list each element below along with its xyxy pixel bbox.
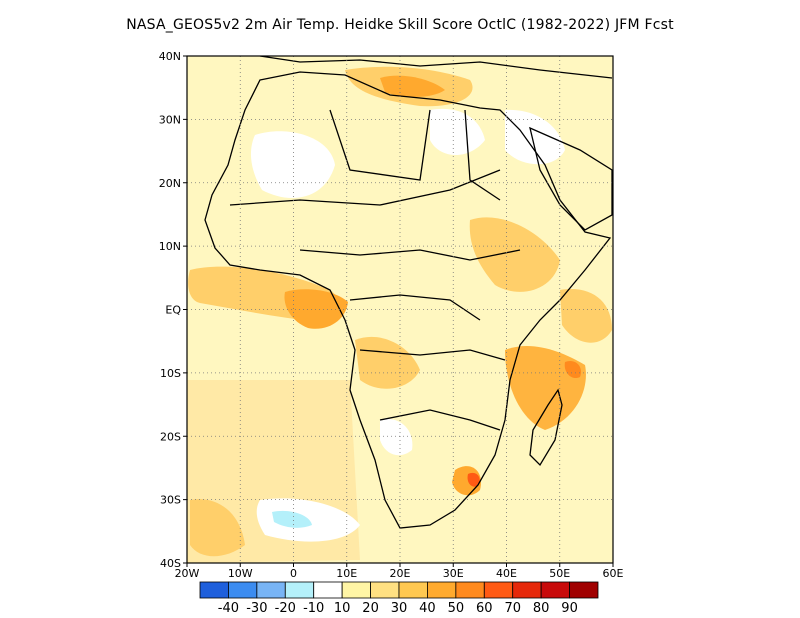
colorbar: -40 -30 -20 -10 10 20 30 40 50 60 70 80 90 bbox=[199, 581, 599, 616]
colorbar-label: 30 bbox=[391, 601, 408, 616]
colorbar-label: 50 bbox=[448, 601, 465, 616]
lon-tick-label: 20W bbox=[175, 567, 200, 580]
colorbar-label: 80 bbox=[533, 601, 550, 616]
map-title: NASA_GEOS5v2 2m Air Temp. Heidke Skill S… bbox=[126, 17, 674, 33]
border-southern bbox=[379, 409, 501, 431]
colorbar-label: 90 bbox=[561, 601, 578, 616]
colorbar-label: 40 bbox=[419, 601, 436, 616]
lat-tick-label: 20S bbox=[160, 430, 181, 443]
latitude-ticks: 40N 30N 20N 10N EQ 10S 20S 30S 40S bbox=[159, 50, 187, 570]
colorbar-label: 70 bbox=[504, 601, 521, 616]
colorbar-label: 60 bbox=[476, 601, 493, 616]
europe-coastline bbox=[259, 56, 613, 79]
skill-field-red-madagascar-channel bbox=[564, 360, 581, 379]
lon-tick-label: 0 bbox=[290, 567, 297, 580]
colorbar-swatch bbox=[427, 581, 457, 599]
colorbar-swatch bbox=[540, 581, 570, 599]
skill-field-white-egypt bbox=[505, 109, 565, 165]
colorbar-swatch bbox=[256, 581, 286, 599]
colorbar-swatch bbox=[483, 581, 514, 599]
lat-tick-label: 20N bbox=[159, 177, 181, 190]
lon-tick-label: 60E bbox=[603, 567, 624, 580]
longitude-ticks: 20W 10W 0 10E 20E 30E 40E 50E 60E bbox=[175, 563, 624, 580]
africa-coastline bbox=[204, 71, 612, 529]
colorbar-label: -30 bbox=[246, 601, 267, 616]
colorbar-swatch bbox=[455, 581, 485, 599]
lat-tick-label: 30S bbox=[160, 494, 181, 507]
madagascar-coastline bbox=[529, 388, 563, 467]
skill-field-orange-southwest bbox=[190, 499, 245, 557]
colorbar-swatch bbox=[284, 581, 315, 599]
colorbar-label: 10 bbox=[334, 601, 351, 616]
skill-field-red-natal bbox=[467, 472, 480, 487]
coastlines bbox=[204, 56, 613, 529]
colorbar-swatch bbox=[228, 581, 258, 599]
lon-tick-label: 50E bbox=[549, 567, 570, 580]
colorbar-swatch bbox=[512, 581, 542, 599]
skill-field-white-namibia bbox=[380, 419, 413, 456]
colorbar-swatch bbox=[370, 581, 400, 599]
border-east bbox=[464, 109, 501, 201]
lat-tick-label: 10S bbox=[160, 367, 181, 380]
lat-tick-label: EQ bbox=[165, 304, 181, 317]
arabia-coastline bbox=[529, 126, 613, 231]
border-equator bbox=[349, 294, 481, 321]
skill-field-orange-central bbox=[355, 336, 420, 389]
skill-field-white-sahara-west bbox=[250, 131, 335, 198]
border-north bbox=[329, 109, 431, 181]
colorbar-label: -10 bbox=[303, 601, 324, 616]
skill-field-orange-mediterranean bbox=[380, 75, 445, 97]
colorbar-label: -40 bbox=[218, 601, 239, 616]
lon-tick-label: 40E bbox=[496, 567, 517, 580]
lat-tick-label: 30N bbox=[159, 113, 181, 126]
colorbar-swatch bbox=[313, 581, 343, 599]
lon-tick-label: 30E bbox=[443, 567, 464, 580]
skill-field-cyan-south-atlantic bbox=[272, 510, 312, 528]
lat-tick-label: 40N bbox=[159, 50, 181, 63]
skill-field-white-libya bbox=[430, 108, 485, 155]
skill-field-orange-gulf bbox=[284, 289, 348, 329]
colorbar-label: -20 bbox=[275, 601, 296, 616]
border-sahel bbox=[229, 169, 501, 206]
colorbar-swatch bbox=[398, 581, 428, 599]
colorbar-swatch bbox=[569, 581, 599, 599]
skill-field-orange-east-africa bbox=[469, 217, 560, 292]
lon-tick-label: 10W bbox=[228, 567, 253, 580]
lat-tick-label: 40S bbox=[160, 557, 181, 570]
lon-tick-label: 10E bbox=[336, 567, 357, 580]
skill-field-orange-west-indian bbox=[560, 289, 612, 343]
colorbar-label: 20 bbox=[362, 601, 379, 616]
border-central bbox=[299, 249, 521, 261]
colorbar-swatch bbox=[341, 581, 371, 599]
lon-tick-label: 20E bbox=[390, 567, 411, 580]
border-south-central bbox=[359, 349, 506, 361]
colorbar-swatch bbox=[199, 581, 229, 599]
gridlines bbox=[187, 56, 613, 563]
lat-tick-label: 10N bbox=[159, 240, 181, 253]
